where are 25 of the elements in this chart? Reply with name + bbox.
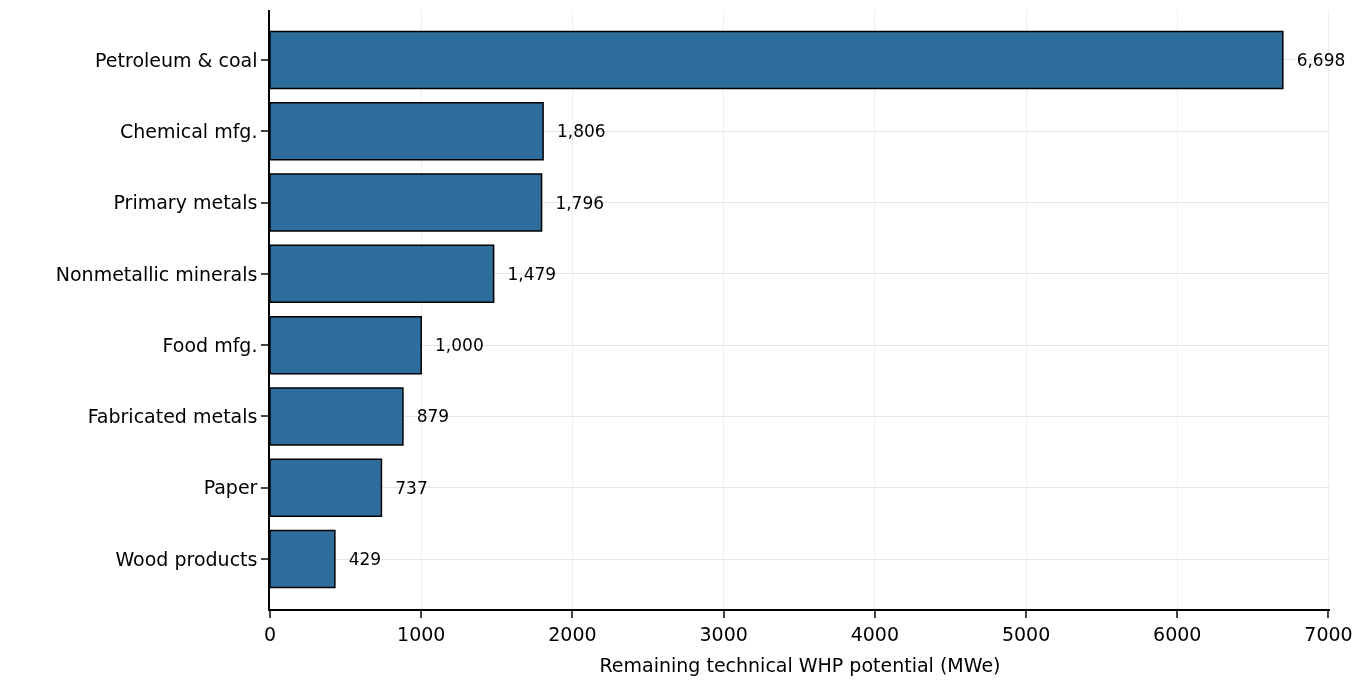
x-tick-label: 4000 (850, 622, 900, 645)
data-label: 1,479 (496, 263, 557, 284)
data-label: 1,796 (544, 192, 605, 213)
data-label: 429 (337, 549, 382, 570)
x-tick-label: 1000 (397, 622, 446, 645)
y-tick-label: Fabricated metals (87, 405, 258, 428)
data-label: 737 (384, 477, 428, 498)
x-tick-label: 6000 (1153, 622, 1202, 645)
data-label: 6,698 (1285, 49, 1346, 70)
y-tick-label: Nonmetallic minerals (55, 262, 258, 285)
x-tick-label: 5000 (1001, 622, 1051, 645)
data-label: 1,806 (546, 121, 606, 142)
data-label: 879 (405, 406, 450, 427)
y-tick-label: Chemical mfg. (119, 119, 258, 142)
y-tick-label: Primary metals (113, 191, 258, 214)
x-tick-label: 2000 (548, 622, 597, 645)
y-tick-label: Petroleum & coal (95, 48, 258, 71)
y-tick-label: Paper (203, 476, 258, 499)
y-tick-label: Wood products (115, 547, 258, 570)
data-label: 1,000 (424, 335, 484, 356)
x-axis-title: Remaining technical WHP potential (MWe) (599, 653, 1001, 676)
x-tick-label: 3000 (699, 622, 748, 645)
x-tick-label: 7000 (1304, 622, 1353, 645)
y-tick-label: Food mfg. (162, 333, 258, 356)
x-tick-label: 0 (263, 622, 277, 645)
